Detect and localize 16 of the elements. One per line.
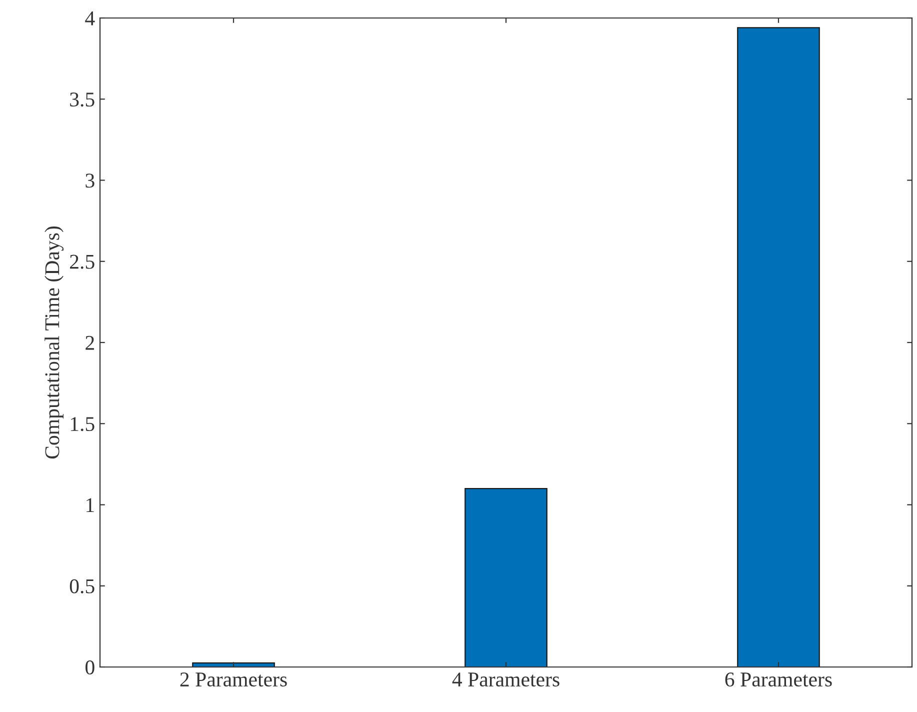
x-tick-label: 4 Parameters [452,672,560,687]
y-tick-label: 3 [86,174,94,188]
y-tick-label: 0.5 [70,579,94,594]
y-tick-label: 3.5 [70,92,94,107]
y-tick-label: 0 [86,660,94,674]
bar [737,27,820,667]
y-tick-label: 1 [86,498,94,512]
y-tick-label: 4 [85,12,95,26]
y-tick-label: 1.5 [70,417,94,432]
bar [192,662,275,667]
bar [464,488,548,667]
y-axis-title: Computational Time (Days) [44,226,64,459]
y-tick-label: 2.5 [70,254,94,269]
y-tick-label: 2 [86,336,94,350]
x-tick-label: 2 Parameters [180,672,287,687]
x-tick-label: 6 Parameters [725,672,832,687]
